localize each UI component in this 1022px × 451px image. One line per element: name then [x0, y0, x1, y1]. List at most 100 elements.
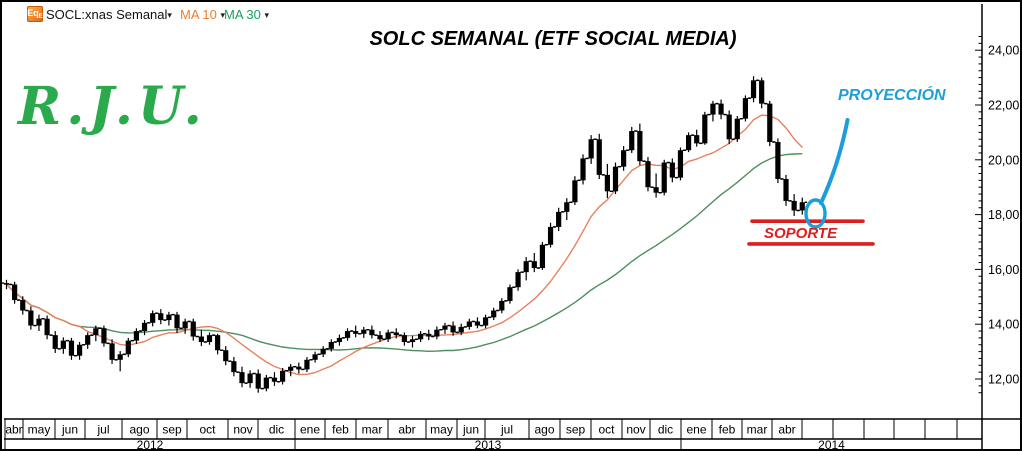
- candle-week-25: [204, 332, 215, 345]
- symbol-label: SOCL:xnas Semanal: [46, 7, 168, 22]
- candle-week-91: [740, 95, 751, 122]
- month-label: jul: [96, 423, 109, 437]
- projection-circle: [804, 198, 827, 229]
- chevron-down-icon: ▾: [220, 10, 226, 20]
- candle-week-41: [334, 334, 345, 346]
- ma10-label: MA 10: [180, 7, 217, 22]
- candle-week-98: [797, 197, 808, 215]
- candle-week-78: [635, 123, 645, 166]
- price-axis: [975, 36, 982, 394]
- month-label: sep: [162, 423, 182, 437]
- month-label: abr: [5, 423, 22, 437]
- month-label: oct: [598, 423, 615, 437]
- price-tick-label: 18,00: [988, 208, 1019, 222]
- candle-week-94: [764, 100, 775, 147]
- candle-week-51: [415, 331, 426, 343]
- candle-week-42: [342, 328, 353, 341]
- candle-week-39: [318, 346, 328, 358]
- candle-week-73: [594, 133, 605, 179]
- month-label: ago: [534, 423, 554, 437]
- candle-week-79: [643, 157, 653, 192]
- price-tick-label: 20,00: [988, 153, 1019, 167]
- month-label: mar: [747, 423, 768, 437]
- month-label: oct: [199, 423, 216, 437]
- month-label: may: [28, 423, 51, 437]
- candle-week-74: [602, 163, 613, 199]
- candle-week-43: [350, 325, 361, 338]
- month-label: dic: [658, 423, 673, 437]
- projection-arrow: [819, 118, 850, 205]
- symbol-selector[interactable]: SOCL:xnas Semanal▾: [46, 7, 172, 22]
- month-label: may: [430, 423, 453, 437]
- equity-instrument-icon: EqE: [27, 6, 43, 22]
- candle-week-2: [17, 296, 28, 315]
- month-label: dic: [269, 423, 284, 437]
- month-label: sep: [566, 423, 586, 437]
- month-label: abr: [778, 423, 795, 437]
- candle-week-66: [537, 242, 548, 270]
- candle-week-19: [155, 309, 166, 325]
- chevron-down-icon: ▾: [167, 10, 172, 20]
- candle-week-88: [716, 99, 726, 120]
- candle-week-85: [691, 129, 702, 147]
- month-label: nov: [626, 423, 645, 437]
- candle-week-44: [358, 326, 369, 338]
- ma10-selector[interactable]: MA 10 ▾: [180, 7, 225, 22]
- support-annotation-label: SOPORTE: [764, 225, 838, 242]
- candle-week-49: [399, 332, 410, 346]
- month-label: nov: [233, 423, 252, 437]
- candle-week-6: [50, 331, 61, 353]
- price-tick-label: 12,00: [988, 373, 1019, 387]
- candle-week-35: [285, 363, 296, 377]
- candle-week-80: [651, 173, 661, 198]
- candle-week-54: [440, 322, 450, 334]
- candle-week-90: [732, 115, 743, 142]
- year-label: 2012: [137, 438, 164, 451]
- watermark-initials: R.J.U.: [18, 76, 207, 137]
- ma30-label: MA 30: [224, 7, 261, 22]
- price-tick-label: 22,00: [988, 99, 1019, 113]
- ma30-line: [6, 153, 803, 353]
- candle-week-27: [220, 346, 231, 366]
- month-label: ago: [129, 423, 149, 437]
- candle-week-4: [34, 314, 44, 332]
- candle-week-69: [561, 198, 572, 221]
- candle-week-53: [432, 326, 442, 340]
- candle-week-95: [773, 138, 783, 184]
- candle-week-57: [464, 318, 475, 330]
- candle-week-38: [310, 351, 320, 363]
- candles-layer: [2, 76, 808, 393]
- candle-week-50: [407, 335, 418, 348]
- candle-week-65: [529, 252, 540, 273]
- candle-week-8: [66, 337, 77, 360]
- candle-week-86: [700, 111, 710, 145]
- year-label: 2013: [475, 438, 502, 451]
- month-label: feb: [332, 423, 349, 437]
- month-label: ene: [300, 423, 320, 437]
- candle-week-33: [269, 372, 280, 386]
- ma30-selector[interactable]: MA 30 ▾: [224, 7, 269, 22]
- month-label: abr: [398, 423, 415, 437]
- candle-week-24: [196, 329, 207, 347]
- month-label: jun: [462, 423, 479, 437]
- price-tick-label: 16,00: [988, 263, 1019, 277]
- price-tick-label: 14,00: [988, 318, 1019, 332]
- month-label: ene: [686, 423, 706, 437]
- month-label: jul: [500, 423, 513, 437]
- candle-week-7: [58, 337, 69, 354]
- projection-annotation-label: PROYECCIÓN: [838, 87, 946, 104]
- candle-week-45: [367, 325, 377, 339]
- page-title: SOLC SEMANAL (ETF SOCIAL MEDIA): [369, 28, 737, 50]
- candle-week-36: [294, 362, 304, 374]
- candle-week-29: [237, 366, 247, 388]
- candle-week-28: [229, 357, 239, 377]
- candle-week-58: [472, 317, 483, 329]
- candle-week-97: [789, 194, 799, 216]
- candle-week-60: [488, 307, 499, 321]
- year-label: 2014: [818, 438, 845, 451]
- candle-week-26: [212, 333, 223, 355]
- candle-week-82: [667, 158, 678, 183]
- month-label: jun: [61, 423, 78, 437]
